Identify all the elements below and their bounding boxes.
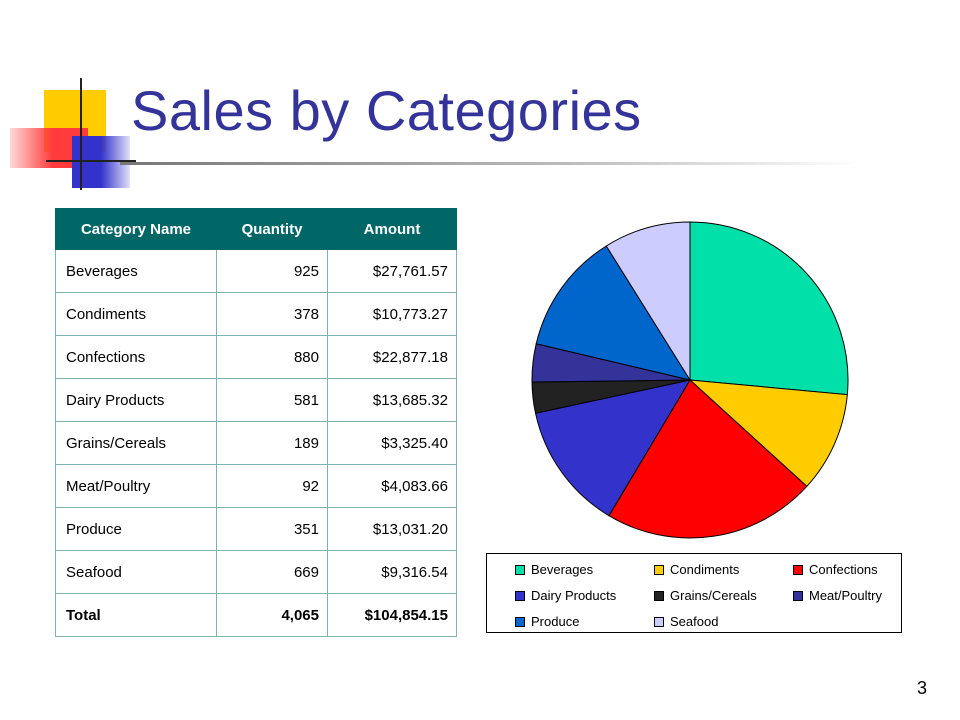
legend-item: Dairy Products xyxy=(515,588,616,604)
cell-category: Grains/Cereals xyxy=(55,421,217,465)
legend-swatch xyxy=(654,590,664,601)
pie-slice-condiments xyxy=(688,379,848,488)
legend-swatch xyxy=(793,564,803,575)
legend-swatch xyxy=(515,616,525,627)
table-row: Seafood 669 $9,316.54 xyxy=(55,550,457,594)
cell-quantity: 669 xyxy=(216,550,328,594)
table-row: Meat/Poultry 92 $4,083.66 xyxy=(55,464,457,508)
cell-category: Dairy Products xyxy=(55,378,217,422)
table-row: Dairy Products 581 $13,685.32 xyxy=(55,378,457,422)
legend-item: Produce xyxy=(515,614,579,630)
cell-quantity: 189 xyxy=(216,421,328,465)
column-header-category: Category Name xyxy=(55,208,217,250)
pie-slice-beverages xyxy=(689,221,849,396)
pie-chart xyxy=(531,221,849,539)
legend-item: Seafood xyxy=(654,614,718,630)
cell-quantity: 925 xyxy=(216,249,328,293)
table-row: Produce 351 $13,031.20 xyxy=(55,507,457,551)
legend-label: Grains/Cereals xyxy=(670,588,757,603)
legend-label: Condiments xyxy=(670,562,740,577)
cell-total-amount: $104,854.15 xyxy=(327,593,457,637)
legend-item: Beverages xyxy=(515,562,593,578)
table-header-row: Category Name Quantity Amount xyxy=(55,208,457,250)
slide-title: Sales by Categories xyxy=(131,79,642,142)
cell-amount: $13,031.20 xyxy=(327,507,457,551)
legend-item: Grains/Cereals xyxy=(654,588,757,604)
column-header-amount: Amount xyxy=(327,208,457,250)
cell-quantity: 92 xyxy=(216,464,328,508)
cell-amount: $10,773.27 xyxy=(327,292,457,336)
cell-quantity: 581 xyxy=(216,378,328,422)
title-decoration-vertical-line xyxy=(80,78,82,190)
cell-quantity: 378 xyxy=(216,292,328,336)
pie-slice-dairy-products xyxy=(534,379,692,517)
legend-item: Meat/Poultry xyxy=(793,588,882,604)
cell-category: Beverages xyxy=(55,249,217,293)
legend-label: Dairy Products xyxy=(531,588,617,603)
legend-label: Seafood xyxy=(670,614,719,629)
legend-swatch xyxy=(515,564,525,575)
cell-total-label: Total xyxy=(55,593,217,637)
legend-label: Confections xyxy=(809,562,878,577)
table-row: Beverages 925 $27,761.57 xyxy=(55,249,457,293)
title-decoration-horizontal-line xyxy=(46,160,136,162)
table-row: Confections 880 $22,877.18 xyxy=(55,335,457,379)
pie-slice-seafood xyxy=(605,221,691,382)
pie-slices xyxy=(531,221,849,539)
page-number: 3 xyxy=(917,678,928,698)
column-header-quantity: Quantity xyxy=(216,208,328,250)
cell-amount: $22,877.18 xyxy=(327,335,457,379)
cell-quantity: 351 xyxy=(216,507,328,551)
cell-amount: $4,083.66 xyxy=(327,464,457,508)
legend-label: Beverages xyxy=(531,562,594,577)
table-row: Grains/Cereals 189 $3,325.40 xyxy=(55,421,457,465)
cell-category: Confections xyxy=(55,335,217,379)
legend-item: Condiments xyxy=(654,562,739,578)
cell-amount: $3,325.40 xyxy=(327,421,457,465)
chart-legend: Beverages Condiments Confections Dairy Prod… xyxy=(486,553,902,633)
sales-table: Category Name Quantity Amount Beverages … xyxy=(55,208,457,637)
title-underline xyxy=(120,162,860,165)
pie-slice-confections xyxy=(608,379,808,539)
pie-slice-produce xyxy=(535,245,692,381)
cell-total-quantity: 4,065 xyxy=(216,593,328,637)
cell-amount: $27,761.57 xyxy=(327,249,457,293)
legend-swatch xyxy=(515,590,525,601)
cell-quantity: 880 xyxy=(216,335,328,379)
legend-swatch xyxy=(654,564,664,575)
cell-amount: $13,685.32 xyxy=(327,378,457,422)
cell-category: Seafood xyxy=(55,550,217,594)
cell-category: Produce xyxy=(55,507,217,551)
table-total-row: Total 4,065 $104,854.15 xyxy=(55,593,457,637)
cell-category: Meat/Poultry xyxy=(55,464,217,508)
sales-table-container: Category Name Quantity Amount Beverages … xyxy=(55,208,457,637)
cell-category: Condiments xyxy=(55,292,217,336)
legend-label: Meat/Poultry xyxy=(809,588,882,603)
legend-swatch xyxy=(654,616,664,627)
table-row: Condiments 378 $10,773.27 xyxy=(55,292,457,336)
legend-label: Produce xyxy=(531,614,580,629)
cell-amount: $9,316.54 xyxy=(327,550,457,594)
legend-item: Confections xyxy=(793,562,878,578)
legend-swatch xyxy=(793,590,803,601)
